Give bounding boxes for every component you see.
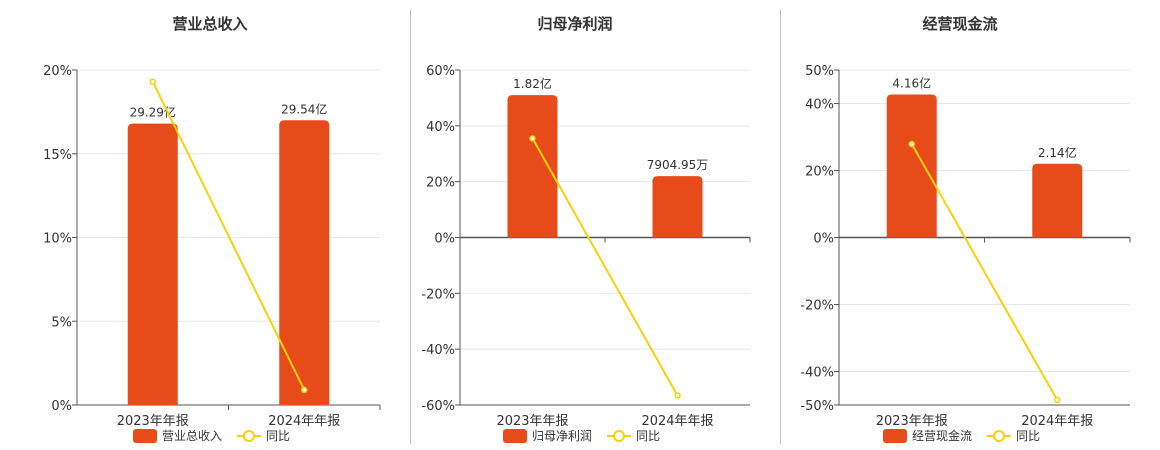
bar-data-label: 2.14亿 <box>1038 145 1077 160</box>
chart-title: 归母净利润 <box>537 15 612 33</box>
legend-bar-swatch[interactable] <box>503 429 527 443</box>
bar <box>507 95 558 238</box>
yoy-point <box>529 135 536 142</box>
bar <box>279 120 330 405</box>
yoy-point <box>908 140 915 148</box>
x-category-label: 2023年年报 <box>496 414 568 429</box>
bar-data-label: 4.16亿 <box>892 75 931 90</box>
legend-line-label[interactable]: 同比 <box>636 429 660 443</box>
y-tick-label: 40% <box>805 98 834 113</box>
y-tick-label: -20% <box>421 287 455 302</box>
net-profit-chart-panel: 归母净利润 -60% -40% -20% 0% 20% 40% 60% 1.82亿 7904.95… <box>412 0 780 450</box>
legend-bar-swatch[interactable] <box>133 429 157 443</box>
legend-bar-label[interactable]: 归母净利润 <box>532 429 592 443</box>
y-tick-label: 60% <box>426 64 455 79</box>
bar-data-label: 29.29亿 <box>130 105 176 120</box>
cash-flow-chart-panel: 经营现金流 -50% -40% -20% 0% 20% 40% 50% 4.16亿 2.14亿 20… <box>782 0 1160 450</box>
bar <box>886 94 937 238</box>
legend-line-label[interactable]: 同比 <box>1016 429 1040 443</box>
bar <box>652 176 703 238</box>
bar <box>127 123 178 405</box>
yoy-point <box>301 386 308 394</box>
panel-divider <box>780 10 781 444</box>
chart-svg: 归母净利润 -60% -40% -20% 0% 20% 40% 60% 1.82亿 7904.95… <box>421 15 751 443</box>
legend-line-label[interactable]: 同比 <box>266 429 290 443</box>
y-tick-label: 20% <box>805 165 834 180</box>
bar <box>1032 163 1083 238</box>
legend-bar-swatch[interactable] <box>883 429 907 443</box>
revenue-chart-panel: 营业总收入 0% 5% 10% 15% 20% 29.29亿 29.54亿 2023年年报 202… <box>0 0 405 450</box>
chart-svg: 营业总收入 0% 5% 10% 15% 20% 29.29亿 29.54亿 2023年年报 202… <box>43 15 381 443</box>
y-tick-label: -60% <box>421 399 455 414</box>
y-tick-label: 15% <box>43 148 72 163</box>
x-category-label: 2024年年报 <box>1021 414 1093 429</box>
legend-line-marker[interactable] <box>993 430 1005 442</box>
x-category-label: 2023年年报 <box>876 414 948 429</box>
y-tick-label: -50% <box>800 399 834 414</box>
x-category-label: 2024年年报 <box>268 414 340 429</box>
y-tick-label: 0% <box>813 232 834 247</box>
yoy-line <box>910 143 1059 401</box>
y-tick-label: 40% <box>426 120 455 135</box>
bar-data-label: 29.54亿 <box>281 101 327 116</box>
x-category-label: 2024年年报 <box>641 414 713 429</box>
y-tick-label: 0% <box>51 399 72 414</box>
y-tick-label: -40% <box>800 366 834 381</box>
y-tick-label: -40% <box>421 343 455 358</box>
chart-svg: 经营现金流 -50% -40% -20% 0% 20% 40% 50% 4.16亿 2.14亿 20… <box>800 15 1131 443</box>
yoy-point <box>674 392 681 399</box>
y-tick-label: 20% <box>43 64 72 79</box>
yoy-point <box>149 78 156 85</box>
y-tick-label: 10% <box>43 232 72 247</box>
x-category-label: 2023年年报 <box>117 414 189 429</box>
yoy-point <box>1054 396 1061 404</box>
bar-data-label: 7904.95万 <box>647 158 709 172</box>
yoy-line <box>151 81 306 391</box>
y-tick-label: 50% <box>805 64 834 79</box>
yoy-line <box>531 137 679 396</box>
y-tick-label: 5% <box>51 315 72 330</box>
y-tick-label: -20% <box>800 299 834 314</box>
panel-divider <box>410 10 411 444</box>
legend-bar-label[interactable]: 营业总收入 <box>162 429 222 443</box>
legend-bar-label[interactable]: 经营现金流 <box>912 428 972 443</box>
legend-line-marker[interactable] <box>243 430 255 442</box>
chart-title: 营业总收入 <box>172 15 247 33</box>
y-tick-label: 20% <box>426 176 455 191</box>
legend-line-marker[interactable] <box>613 430 625 442</box>
bar-data-label: 1.82亿 <box>513 76 552 91</box>
chart-title: 经营现金流 <box>922 15 997 33</box>
y-tick-label: 0% <box>434 232 455 247</box>
